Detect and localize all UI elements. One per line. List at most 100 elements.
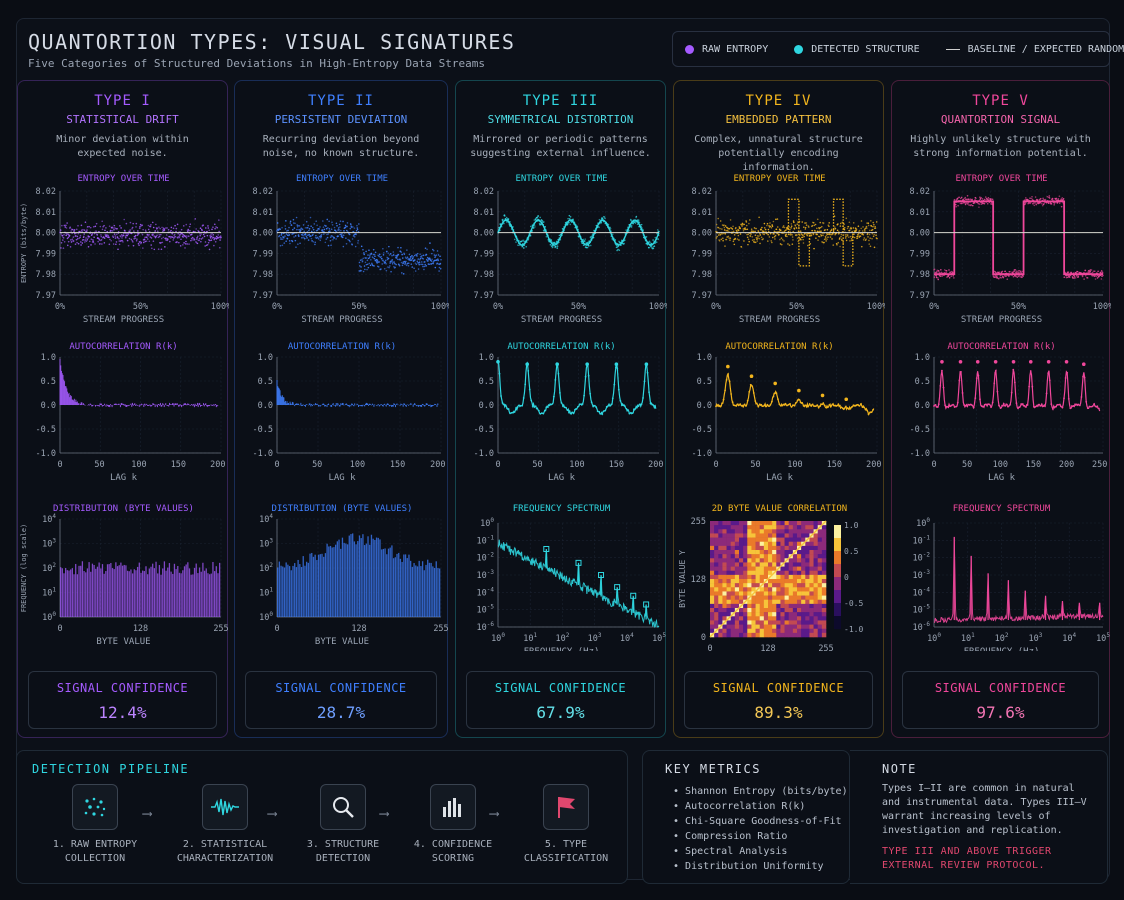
entropy-point	[761, 226, 763, 229]
acf-peak	[773, 381, 777, 386]
acf-point	[1061, 406, 1064, 409]
entropy-point	[212, 226, 214, 229]
x-tick-label: 0%	[929, 302, 939, 312]
distribution-bar	[343, 542, 345, 617]
acf-point	[721, 402, 723, 405]
y-tick-label: 7.98	[474, 270, 494, 280]
heatmap-cell	[755, 562, 761, 567]
acf-point	[619, 399, 622, 402]
entropy-point	[1009, 270, 1011, 273]
entropy-point	[840, 233, 843, 236]
entropy-point	[160, 241, 162, 244]
entropy-point	[433, 254, 436, 256]
entropy-point	[432, 262, 434, 265]
entropy-point	[1001, 270, 1004, 273]
heatmap-cell	[763, 616, 769, 621]
heatmap-cell	[734, 574, 740, 580]
heatmap-cell	[797, 616, 802, 621]
entropy-collection-icon	[72, 784, 118, 830]
heatmap-cell	[726, 533, 732, 538]
acf-point	[792, 404, 794, 406]
heatmap-cell	[809, 521, 814, 526]
entropy-point	[1053, 202, 1056, 205]
acf-point	[964, 404, 967, 407]
acf-point	[848, 408, 850, 411]
autocorrelation-chart-title: AUTOCORRELATION R(k)	[947, 342, 1055, 352]
acf-point	[578, 403, 581, 406]
heatmap-cell	[759, 591, 765, 596]
entropy-point	[431, 252, 433, 255]
entropy-point	[150, 244, 153, 246]
heatmap-cell	[821, 591, 827, 596]
x-axis-label: BYTE VALUE	[96, 637, 150, 647]
entropy-point	[749, 219, 751, 221]
entropy-point	[779, 238, 781, 241]
entropy-point	[376, 258, 378, 261]
acf-point	[820, 403, 823, 406]
entropy-point	[529, 234, 532, 237]
entropy-point	[859, 235, 862, 237]
entropy-point	[426, 256, 429, 259]
entropy-point	[212, 233, 215, 236]
entropy-point	[1084, 269, 1087, 272]
entropy-point	[758, 216, 760, 219]
acf-point	[743, 403, 746, 406]
heatmap-cell	[714, 612, 719, 617]
acf-point	[542, 412, 545, 415]
acf-point	[1064, 377, 1067, 379]
entropy-points	[715, 215, 878, 250]
entropy-point	[1091, 271, 1094, 274]
y-tick-label: 10-1	[913, 534, 931, 546]
acf-point	[936, 406, 939, 408]
entropy-point	[146, 236, 148, 239]
heatmap-cell	[768, 558, 773, 563]
entropy-point	[825, 240, 827, 242]
heatmap-cell	[730, 566, 736, 572]
entropy-point	[87, 245, 90, 248]
entropy-point	[503, 222, 505, 225]
entropy-point	[91, 232, 94, 235]
entropy-point	[323, 228, 326, 231]
heatmap-cell	[813, 558, 819, 563]
heatmap-cell	[722, 624, 727, 630]
entropy-point	[1041, 204, 1044, 207]
entropy-point	[142, 228, 144, 231]
heatmap-cell	[739, 550, 744, 555]
x-tick-label: 50%	[571, 302, 586, 312]
y-axis-label: FREQUENCY (log scale)	[20, 524, 28, 613]
heatmap-cell	[759, 574, 765, 580]
heatmap-cell	[747, 583, 752, 588]
heatmap-cell	[726, 545, 732, 551]
heatmap-cell	[817, 521, 823, 526]
entropy-point	[729, 219, 732, 221]
entropy-point	[506, 221, 508, 224]
y-tick-label: 0.5	[258, 377, 273, 387]
distribution-bar	[163, 561, 166, 617]
pipeline-step-1: 1. RAW ENTROPY COLLECTION	[40, 784, 150, 866]
heatmap-cell	[776, 574, 781, 580]
distribution-bar	[195, 563, 197, 617]
heatmap-cell	[801, 628, 806, 634]
heatmap-cell	[792, 628, 798, 634]
entropy-point	[386, 250, 388, 253]
distribution-bar	[145, 566, 147, 617]
acf-point	[746, 399, 749, 402]
entropy-point	[382, 259, 384, 262]
acf-point	[742, 405, 745, 408]
heatmap-cell	[805, 570, 810, 576]
acf-point	[565, 406, 567, 409]
x-tick-label: 250	[1092, 460, 1107, 470]
entropy-point	[567, 217, 569, 220]
acf-point	[651, 403, 653, 406]
heatmap-cell	[739, 545, 744, 551]
entropy-point	[392, 261, 394, 263]
entropy-point	[966, 198, 969, 201]
acf-point	[498, 372, 501, 375]
entropy-point	[284, 225, 287, 227]
entropy-point	[837, 241, 840, 244]
acf-point	[590, 401, 593, 404]
acf-point	[1071, 405, 1073, 407]
entropy-point	[281, 226, 283, 229]
y-tick-label: 102	[259, 562, 273, 574]
heatmap-cell	[821, 620, 827, 625]
